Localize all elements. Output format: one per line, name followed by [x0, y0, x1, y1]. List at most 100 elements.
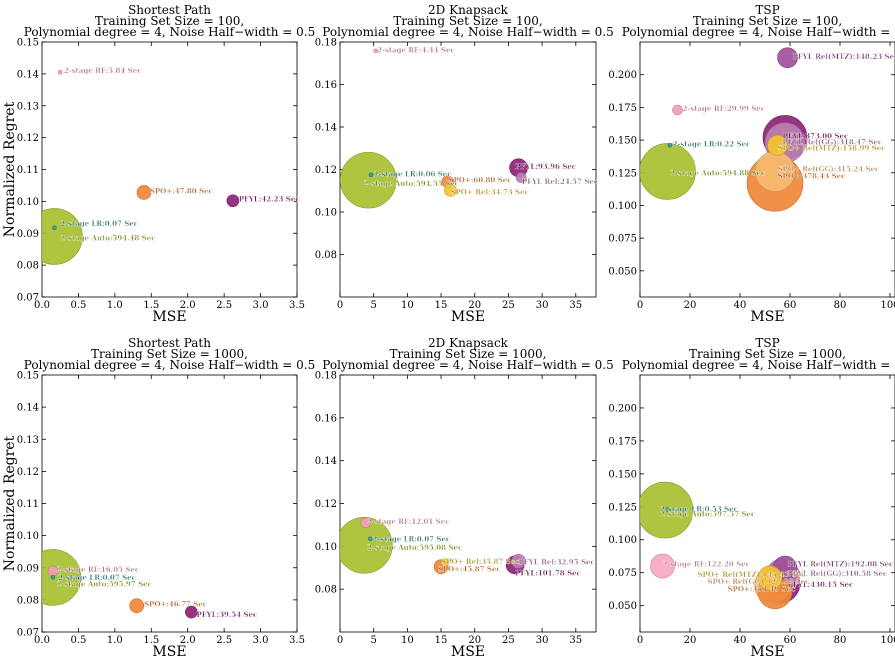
y-tick-label: 0.10: [17, 531, 39, 542]
y-tick-label: 0.08: [315, 250, 337, 261]
x-tick-label: 10: [401, 635, 414, 646]
plot-frame: [41, 41, 298, 298]
chart-title-line: Training Set Size = 1000,: [389, 347, 546, 361]
x-tick-label: 3.5: [289, 635, 305, 646]
bubble-2-stage-lr: [667, 143, 673, 148]
y-tick-label: 0.13: [17, 435, 39, 446]
point-label: 2-stage Auto:597.57 Sec: [660, 510, 755, 519]
x-tick-label: 1.5: [143, 300, 159, 311]
y-tick-label: 0.14: [17, 69, 39, 80]
y-tick-label: 0.150: [608, 469, 637, 480]
x-tick-label: 100: [880, 635, 895, 646]
point-label: SPO+ Rel(MTZ):145.43 Sec: [698, 570, 806, 579]
point-label: PFYL:373.00 Sec: [783, 132, 849, 141]
bubble-2-stage-auto: [340, 151, 397, 209]
bubble-2-stage-rf: [373, 48, 379, 54]
y-tick-label: 0.12: [17, 467, 39, 478]
x-tick-label: 80: [834, 635, 847, 646]
y-tick-label: 0.175: [608, 436, 637, 447]
point-label: PFYL:42.23 Sec: [239, 195, 300, 204]
y-tick-label: 0.125: [608, 502, 637, 513]
y-tick-label: 0.150: [608, 136, 637, 147]
x-tick-label: 2.5: [216, 300, 232, 311]
x-tick-label: 60: [784, 300, 797, 311]
bubble-2-stage-auto: [640, 143, 696, 200]
x-tick-label: 0.5: [70, 300, 86, 311]
point-label: 2-stage LR:0.07 Sec: [60, 219, 138, 228]
x-tick-label: 1.5: [143, 635, 159, 646]
bubble-pfyl-rel-mtz-: [777, 47, 798, 68]
point-label: 2-stage RF:12.01 Sec: [367, 517, 450, 526]
y-tick-label: 0.08: [17, 261, 39, 272]
y-tick-label: 0.050: [608, 266, 637, 277]
y-tick-label: 0.175: [608, 103, 637, 114]
chart-title-line: Training Set Size = 100,: [393, 14, 542, 28]
bubble-spo-rel: [440, 558, 450, 567]
chart-title-line: 2D Knapsack: [428, 3, 509, 17]
y-tick-label: 0.07: [17, 293, 39, 304]
y-tick-label: 0.14: [315, 123, 337, 134]
y-tick-label: 0.13: [17, 101, 39, 112]
x-tick-label: 30: [536, 635, 549, 646]
y-tick-label: 0.12: [315, 499, 337, 510]
y-tick-label: 0.14: [315, 456, 337, 467]
x-tick-label: 40: [734, 635, 747, 646]
chart-title-line: Training Set Size = 100,: [693, 14, 842, 28]
x-axis-label: MSE: [451, 309, 485, 325]
x-axis-label: MSE: [750, 309, 784, 325]
point-label: SPO+ Rel:34.73 Sec: [450, 187, 528, 196]
y-tick-label: 0.09: [17, 229, 39, 240]
point-label: 2-stage LR:0.07 Sec: [372, 534, 450, 543]
bubbles: [42, 549, 198, 619]
point-label: 2-stage LR:0.07 Sec: [58, 573, 136, 582]
point-label: PFYL Rel(MTZ):192.08 Sec: [788, 560, 894, 569]
x-tick-label: 3.5: [289, 300, 305, 311]
point-label: SPO+ Rel(GG):315.24 Sec: [778, 164, 880, 173]
point-label: SPO+:45.87 Sec: [438, 565, 501, 574]
x-tick-label: 40: [734, 300, 747, 311]
bubble-2-stage-rf: [650, 553, 675, 579]
bubble-2-stage-rf: [360, 517, 371, 529]
chart-title-line: Training Set Size = 1000,: [91, 347, 248, 361]
bubble-spo-: [129, 598, 145, 613]
bubble-2-stage-lr: [665, 507, 670, 512]
point-label: PFYL:39.54 Sec: [196, 610, 257, 619]
chart-title-line: Shortest Path: [128, 336, 211, 350]
x-axis-label: MSE: [152, 309, 186, 325]
y-tick-label: 0.200: [608, 70, 637, 81]
plot-frame: [41, 374, 298, 633]
point-label: 2-stage Auto:594.88 Sec: [670, 168, 765, 177]
x-tick-label: 0: [637, 300, 643, 311]
x-tick-label: 5: [370, 300, 376, 311]
point-label: 2-stage Auto:594.48 Sec: [60, 234, 155, 243]
y-tick-label: 0.18: [315, 371, 337, 382]
point-label: PFYL:101.78 Sec: [515, 569, 581, 578]
point-label: 2-stage RF:16.05 Sec: [57, 565, 140, 574]
bubble-2-stage-rf: [57, 69, 63, 75]
x-tick-label: 20: [468, 300, 481, 311]
y-axis-label: Normalized Regret: [2, 101, 18, 237]
x-tick-label: 3.0: [253, 635, 269, 646]
x-tick-label: 0.0: [34, 300, 50, 311]
x-tick-label: 0.0: [34, 635, 50, 646]
chart-title-line: TSP: [755, 3, 779, 17]
point-label: 2-stage RF:122.20 Sec: [663, 560, 750, 569]
chart-title-line: Shortest Path: [128, 3, 211, 17]
point-label: 2-stage LR:0.53 Sec: [660, 504, 738, 513]
x-tick-label: 30: [536, 300, 549, 311]
y-tick-label: 0.12: [315, 165, 337, 176]
point-label: PFYL:430.15 Sec: [788, 580, 854, 589]
x-tick-label: 0: [637, 635, 643, 646]
plot-frame: [339, 374, 597, 633]
point-label: PFYL Rel(GG):310.58 Sec: [788, 569, 888, 578]
y-tick-label: 0.16: [315, 413, 337, 424]
x-tick-label: 1.0: [107, 635, 123, 646]
x-tick-label: 3.0: [253, 300, 269, 311]
point-label: 2-stage LR:0.06 Sec: [374, 169, 452, 178]
x-tick-label: 0.5: [70, 635, 86, 646]
y-tick-label: 0.08: [17, 595, 39, 606]
